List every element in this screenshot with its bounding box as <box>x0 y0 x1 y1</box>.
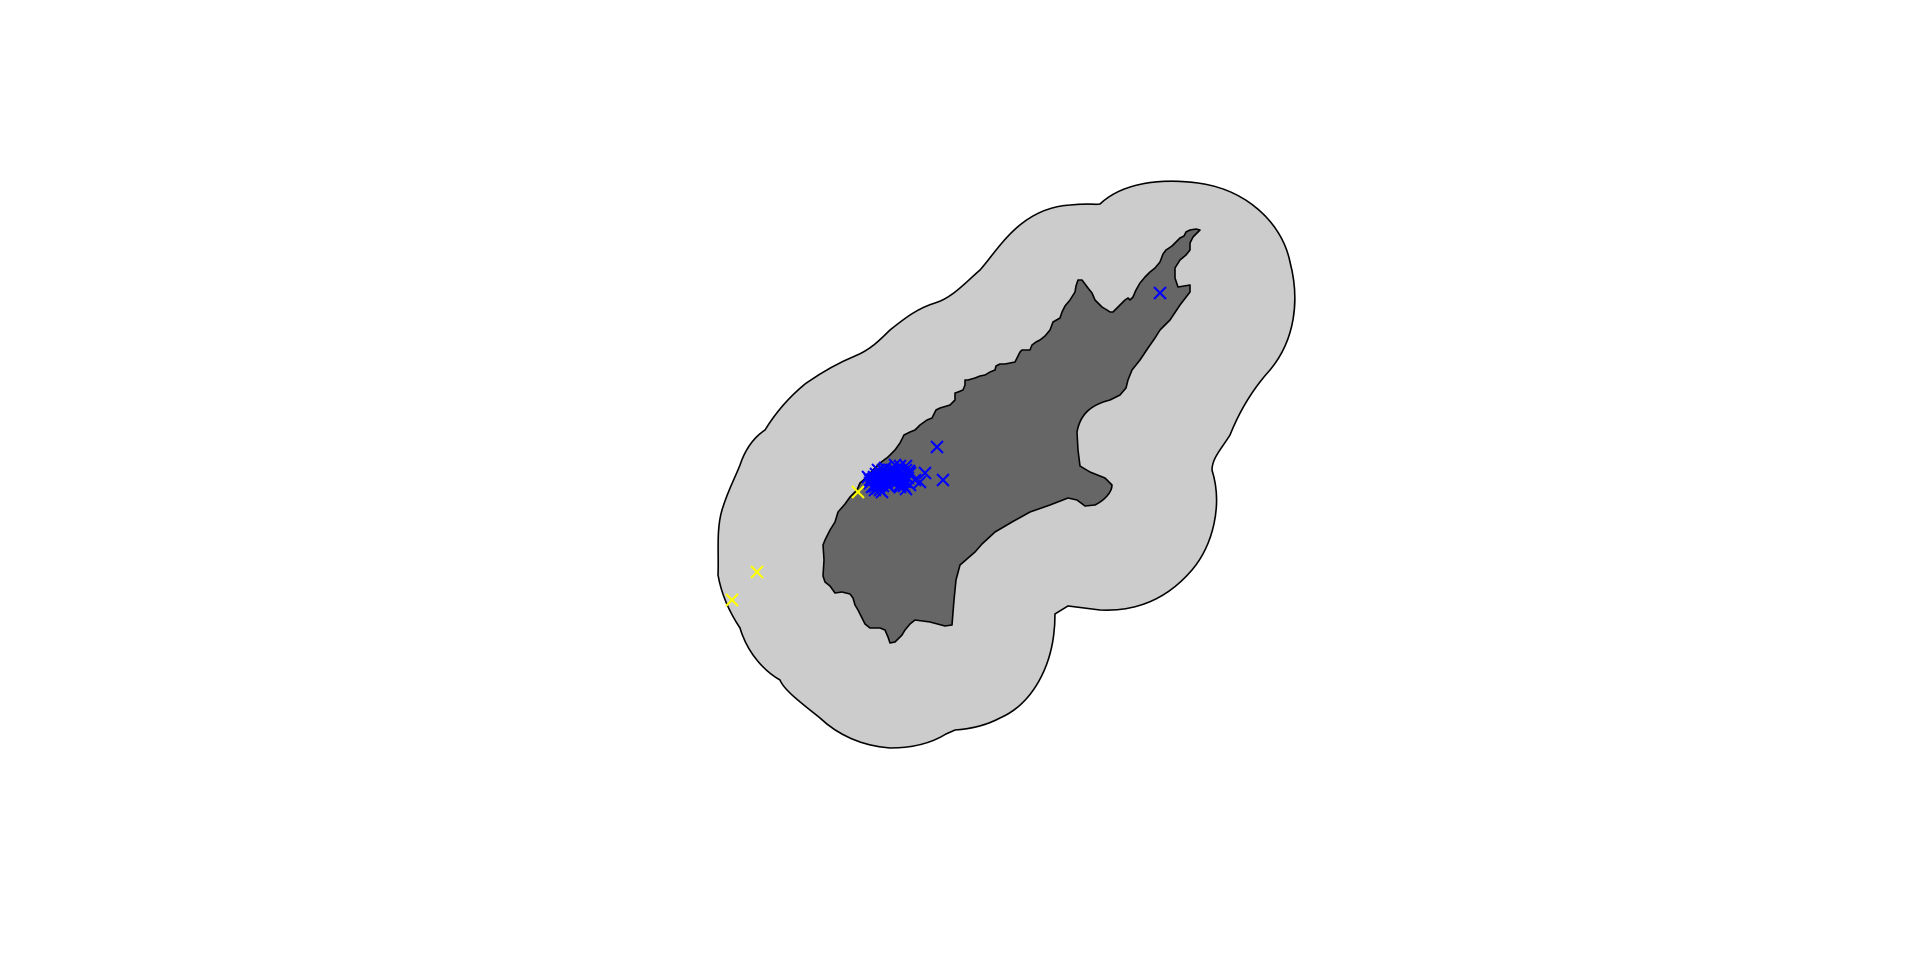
blue-marker-cross <box>868 479 882 493</box>
blue-marker-cross <box>936 473 950 487</box>
blue-marker-cross <box>918 466 932 480</box>
blue-marker-cross <box>888 463 902 477</box>
blue-marker-cross <box>892 465 906 479</box>
yellow-marker-cross <box>851 485 865 499</box>
blue-marker-cross <box>871 463 885 477</box>
blue-marker-cross <box>930 440 944 454</box>
yellow-markers <box>725 485 865 607</box>
blue-marker-cross <box>889 476 903 490</box>
yellow-marker-cross <box>725 593 739 607</box>
blue-marker-cross <box>876 475 890 489</box>
blue-markers <box>861 286 1167 499</box>
marker-layer <box>725 286 1167 607</box>
yellow-marker-cross <box>750 565 764 579</box>
island-shape <box>822 228 1201 644</box>
blue-marker-cross <box>1153 286 1167 300</box>
blue-marker-cross <box>897 479 911 493</box>
